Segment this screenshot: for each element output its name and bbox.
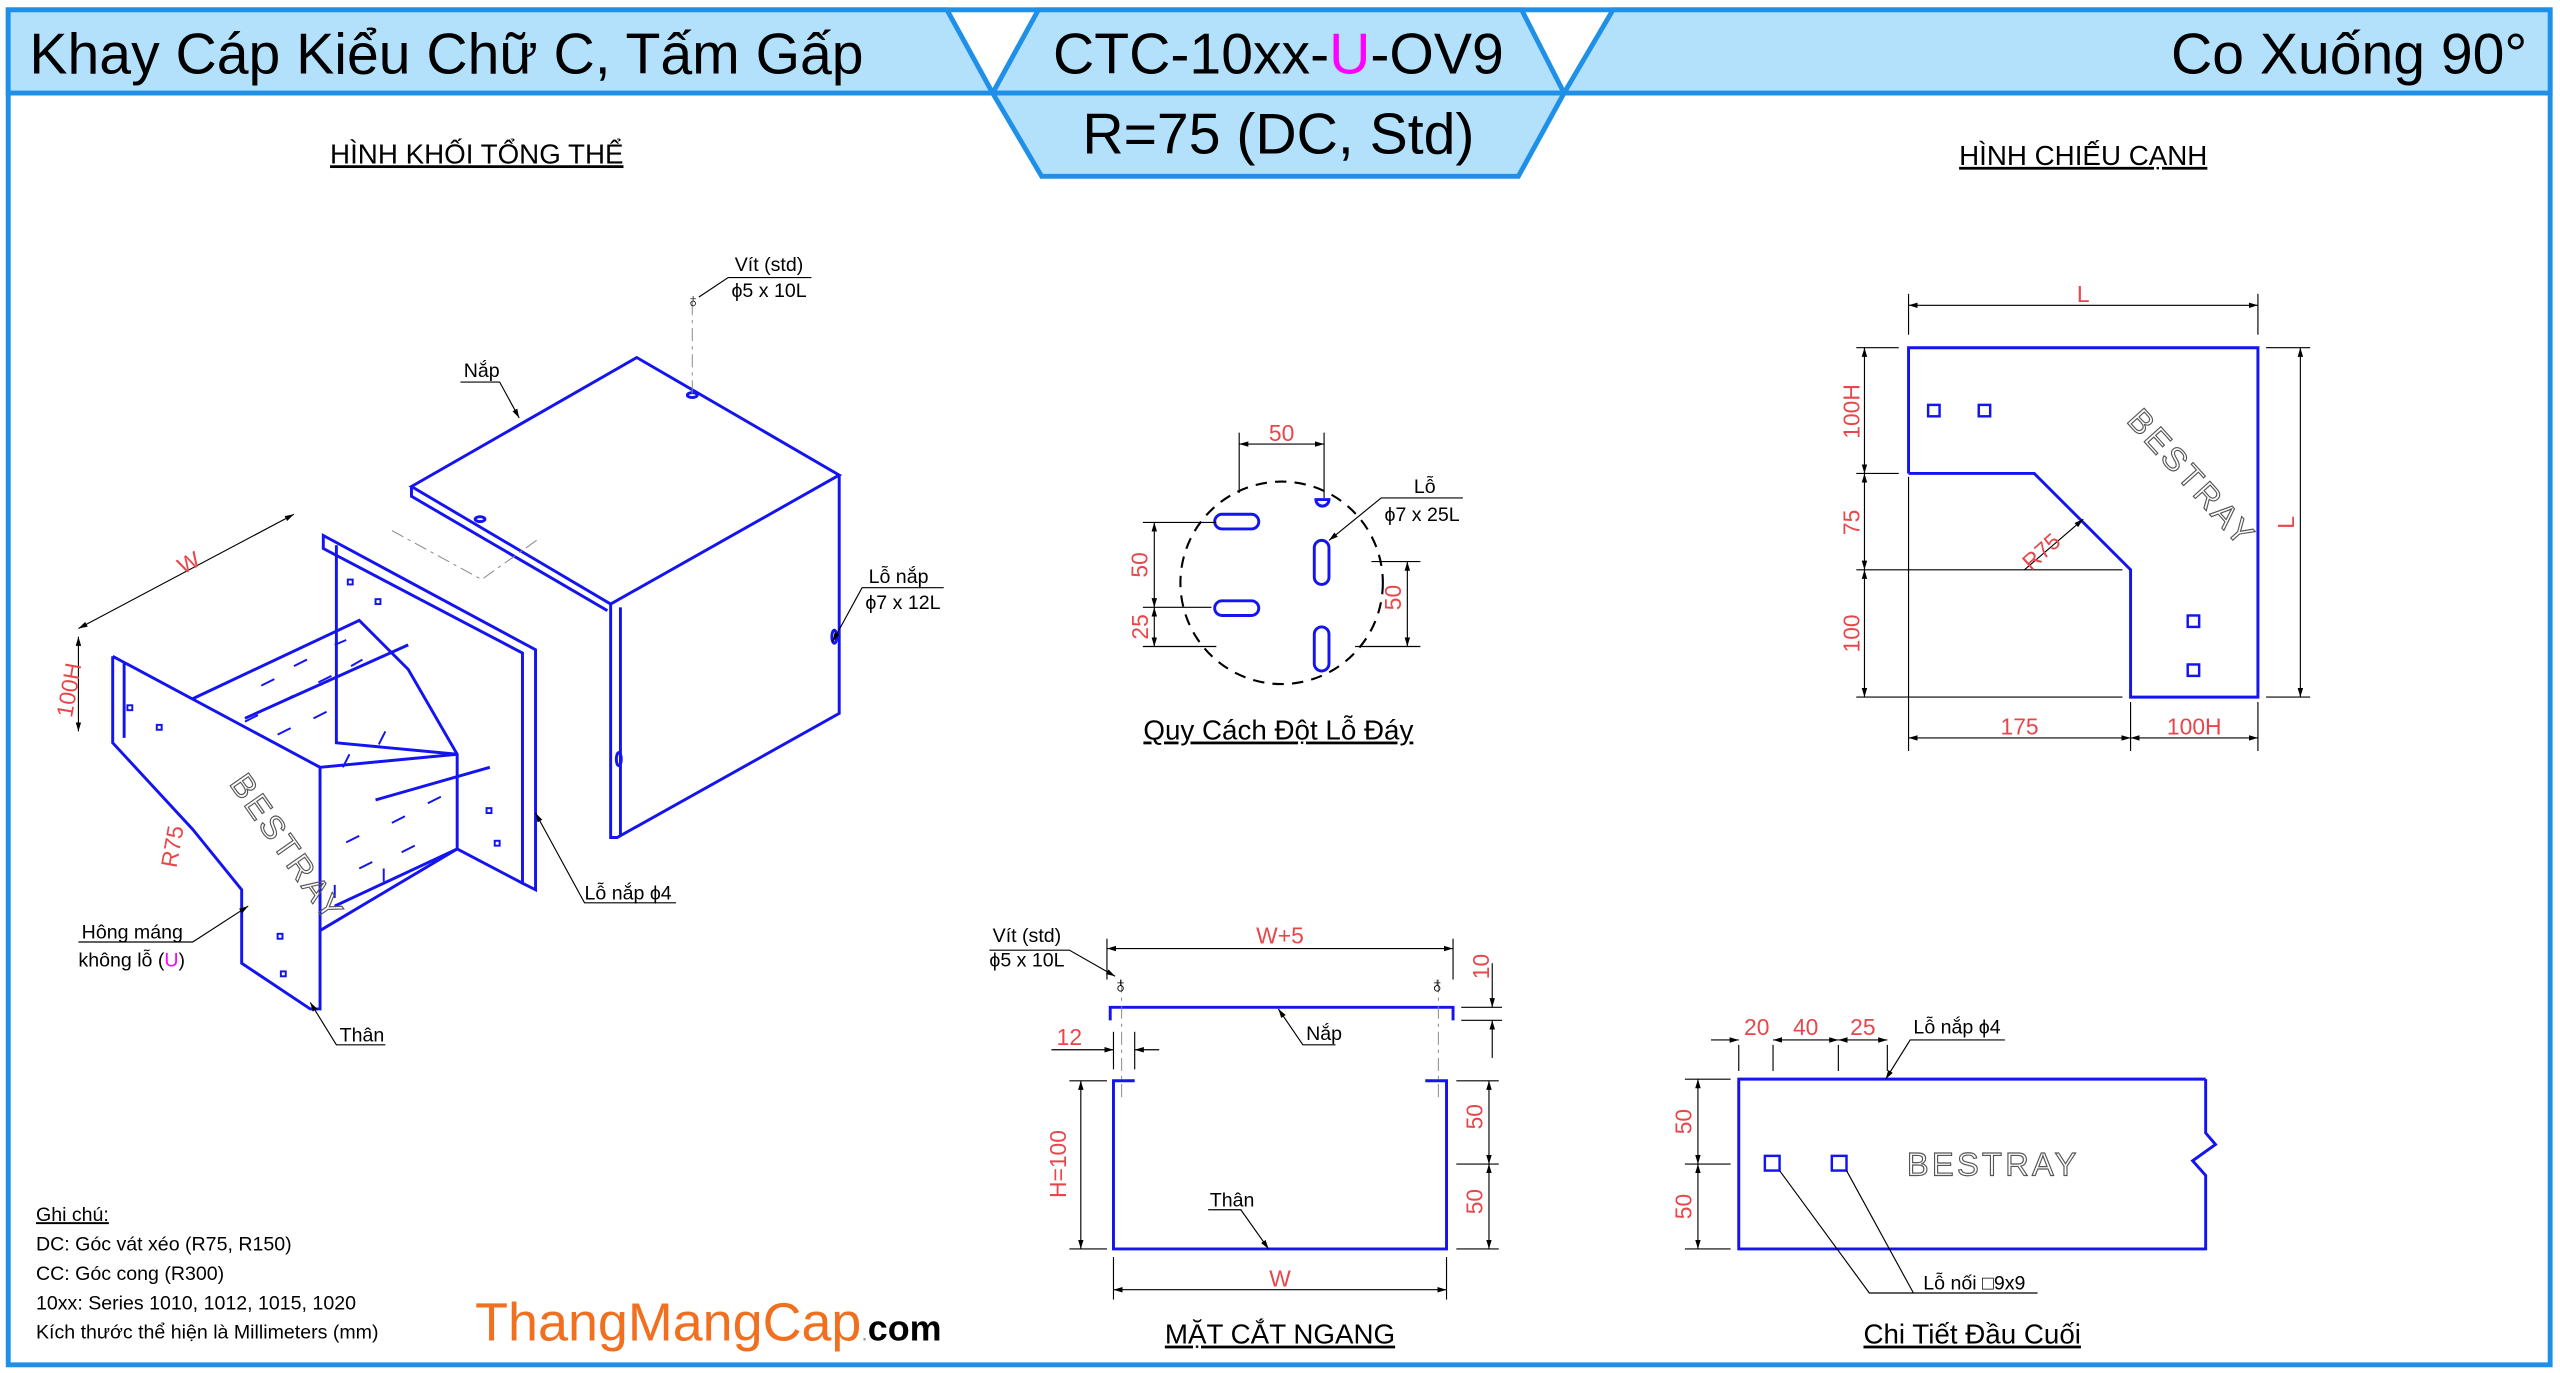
iso-screw-label: Vít (std)	[735, 254, 804, 276]
hole-right-dim: 50	[1380, 585, 1406, 610]
iso-cover-hole-size: ϕ7 x 12L	[865, 592, 940, 614]
side-bottom-dim-right: 100H	[2167, 714, 2222, 740]
title-block: Khay Cáp Kiểu Chữ C, Tấm Gấp CTC-10xx-U-…	[5, 7, 2553, 179]
cs-cover-label: Nắp	[1306, 1022, 1342, 1045]
iso-cover-hole-small: Lỗ nắp ϕ4	[585, 882, 672, 905]
offset-dim: 12	[1057, 1024, 1082, 1050]
iso-body-label: Thân	[340, 1025, 385, 1047]
end-left-dim-upper: 50	[1670, 1109, 1696, 1134]
header-left-title: Khay Cáp Kiểu Chữ C, Tấm Gấp	[29, 22, 863, 86]
hole-top-dim: 50	[1269, 420, 1294, 446]
end-dim-3: 25	[1850, 1014, 1875, 1040]
iso-slots	[126, 578, 501, 978]
side-left-dim-mid: 75	[1839, 510, 1865, 535]
screw-icon-left: ♁	[1112, 972, 1129, 998]
width-dim: W	[1269, 1265, 1291, 1291]
notes: Ghi chú: DC: Góc vát xéo (R75, R150) CC:…	[36, 1204, 379, 1344]
screw-icon-right: ♁	[1429, 972, 1446, 998]
cross-section-view: ♁ ♁ W+5 10 12 H=100 50 50 W Vít (std) ϕ5…	[989, 923, 1503, 1350]
end-cover-hole-label: Lỗ nắp ϕ4	[1913, 1015, 2000, 1038]
side-bottom-dim-left: 175	[2000, 714, 2038, 740]
side-top-dim: L	[2077, 281, 2090, 307]
hole-label: Lỗ	[1414, 475, 1436, 498]
iso-screw-size: ϕ5 x 10L	[731, 280, 806, 302]
end-dim-2: 40	[1793, 1014, 1818, 1040]
header-right-title: Co Xuống 90°	[2171, 22, 2527, 86]
iso-side-label-2: không lỗ (U)	[78, 948, 185, 971]
note-line: Kích thước thể hiện là Millimeters (mm)	[36, 1322, 379, 1344]
side-left-dim-bottom: 100	[1839, 614, 1865, 652]
cs-screw-size: ϕ5 x 10L	[989, 949, 1064, 971]
end-dim-1: 20	[1744, 1014, 1769, 1040]
iso-view: HÌNH KHỐI TỔNG THỂ ♁	[51, 137, 944, 1047]
hole-pattern-title: Quy Cách Đột Lỗ Đáy	[1143, 715, 1413, 746]
cs-screw-label: Vít (std)	[993, 925, 1062, 947]
header-subtitle: R=75 (DC, Std)	[1082, 102, 1474, 166]
header-right-panel	[1559, 7, 2553, 96]
right-dim-upper: 50	[1461, 1104, 1487, 1129]
iso-radius-dim: R75	[156, 824, 189, 870]
end-detail-title: Chi Tiết Đầu Cuối	[1863, 1319, 2080, 1350]
header-subtitle-panel	[988, 90, 1569, 179]
hole-size: ϕ7 x 25L	[1384, 504, 1459, 526]
end-logo: BESTRAY	[1907, 1145, 2080, 1182]
hole-left-dim-upper: 50	[1127, 552, 1153, 577]
end-detail-view: BESTRAY 20 40 25 Lỗ nắp ϕ4 50 50 Lỗ nối …	[1670, 1014, 2218, 1350]
iso-side-label-1: Hông máng	[82, 922, 183, 944]
side-view: HÌNH CHIẾU CẠNH BESTRAY L L 100H 75 100 …	[1839, 140, 2311, 751]
iso-view-title: HÌNH KHỐI TỔNG THỂ	[330, 137, 623, 169]
height-dim: H=100	[1045, 1130, 1071, 1198]
screw-icon: ♁	[686, 290, 701, 312]
side-left-dim-top: 100H	[1839, 384, 1865, 439]
notes-heading: Ghi chú:	[36, 1204, 109, 1226]
end-left-dim-lower: 50	[1670, 1194, 1696, 1219]
note-line: CC: Góc cong (R300)	[36, 1263, 224, 1285]
iso-cover-hole-label: Lỗ nắp	[869, 565, 929, 588]
cross-section-title: MẶT CẮT NGANG	[1165, 1319, 1395, 1350]
side-right-dim: L	[2273, 516, 2299, 529]
hole-left-dim-lower: 25	[1127, 614, 1153, 639]
note-line: 10xx: Series 1010, 1012, 1015, 1020	[36, 1292, 356, 1314]
right-dim-lower: 50	[1461, 1189, 1487, 1214]
cover-width-dim: W+5	[1256, 923, 1304, 949]
slot-holes	[1213, 498, 1331, 673]
end-joint-hole-label: Lỗ nối □9x9	[1923, 1272, 2025, 1295]
side-view-joint-holes	[1926, 403, 2201, 678]
sheet-border	[5, 7, 2553, 1368]
brand-watermark: ThangMangCap.com	[475, 1292, 941, 1352]
side-view-logo: BESTRAY	[2120, 401, 2263, 554]
iso-cover	[408, 355, 843, 839]
end-joint-holes	[1763, 1154, 1848, 1172]
iso-height-dim: 100H	[51, 661, 86, 719]
header-code: CTC-10xx-U-OV9	[1053, 22, 1504, 86]
side-radius-dim: R75	[2017, 528, 2066, 575]
hole-pattern-view: 50 50 25 50 Lỗ ϕ7 x 25L Quy Cách Đột Lỗ …	[1127, 420, 1463, 746]
cover-flange-dim: 10	[1468, 954, 1494, 979]
iso-width-dim: W	[173, 546, 205, 579]
note-line: DC: Góc vát xéo (R75, R150)	[36, 1234, 292, 1256]
iso-cover-label: Nắp	[464, 359, 500, 382]
side-view-title: HÌNH CHIẾU CẠNH	[1959, 140, 2207, 171]
cs-body-label: Thân	[1210, 1189, 1255, 1211]
